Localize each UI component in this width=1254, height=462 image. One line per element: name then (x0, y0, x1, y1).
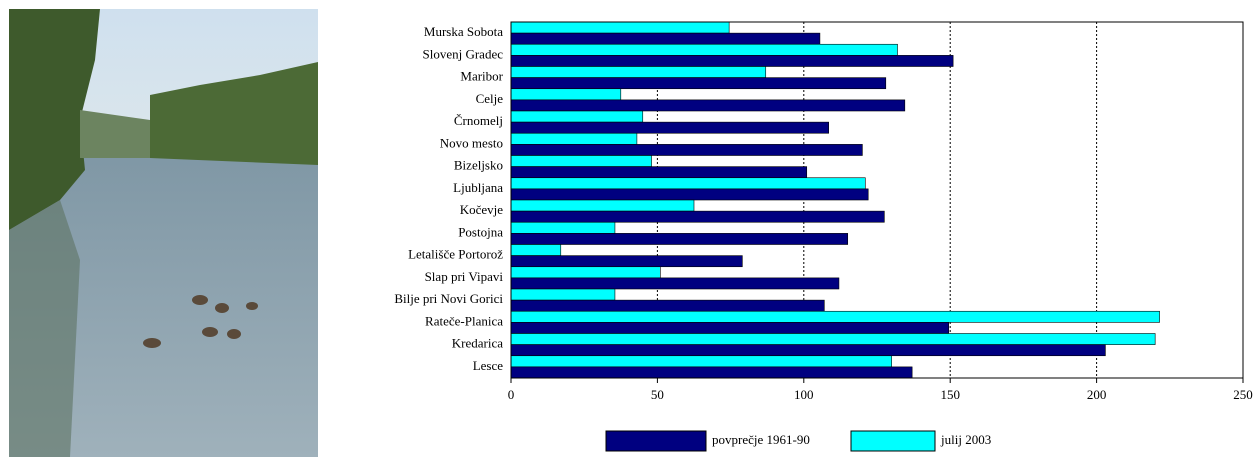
bar (511, 89, 621, 100)
x-tick-label: 200 (1087, 387, 1107, 402)
bar (511, 167, 807, 178)
y-tick-label: Ljubljana (453, 180, 503, 195)
bar (511, 245, 561, 256)
y-tick-label: Postojna (458, 224, 503, 239)
bar (511, 278, 839, 289)
y-tick-label: Slap pri Vipavi (425, 269, 504, 284)
bar (511, 233, 848, 244)
bar (511, 334, 1155, 345)
legend-swatch (606, 431, 706, 451)
y-tick-label: Murska Sobota (424, 24, 503, 39)
bar (511, 367, 912, 378)
bar (511, 200, 694, 211)
figure: 0 50 100 150 200 250 Murska Sobota Slovenj Grad… (0, 0, 1254, 457)
y-tick-label: Lesce (473, 358, 504, 373)
bar (511, 144, 862, 155)
bar (511, 133, 637, 144)
bar (511, 22, 729, 33)
y-tick-label: Bilje pri Novi Gorici (394, 291, 503, 306)
x-tick-label: 50 (651, 387, 664, 402)
bar (511, 256, 742, 267)
bar (511, 300, 824, 311)
bar (511, 189, 868, 200)
bar (511, 222, 615, 233)
bar (511, 345, 1105, 356)
bar (511, 178, 865, 189)
y-tick-label: Kredarica (452, 336, 503, 351)
bar (511, 289, 615, 300)
legend-label: povprečje 1961-90 (712, 432, 810, 447)
page: 0 50 100 150 200 250 Murska Sobota Slovenj Grad… (0, 0, 1254, 457)
bar (511, 356, 892, 367)
y-tick-label: Slovenj Gradec (422, 46, 503, 61)
x-tick-label: 100 (794, 387, 814, 402)
bar (511, 322, 949, 333)
photo (9, 9, 318, 457)
y-tick-label: Kočevje (460, 202, 504, 217)
chart: 0 50 100 150 200 250 Murska Sobota Slovenj Grad… (394, 22, 1252, 451)
y-tick-label: Rateče-Planica (425, 313, 503, 328)
bar (511, 44, 897, 55)
bar (511, 78, 886, 89)
bar (511, 111, 643, 122)
bar (511, 122, 829, 133)
legend-label: julij 2003 (940, 432, 991, 447)
y-tick-label: Bizeljsko (454, 158, 503, 173)
y-tick-label: Črnomelj (454, 113, 503, 128)
y-tick-label: Letališče Portorož (408, 247, 503, 262)
bar (511, 311, 1160, 322)
x-tick-label: 150 (940, 387, 960, 402)
bar (511, 100, 905, 111)
y-tick-label: Novo mesto (440, 135, 503, 150)
x-tick-label: 250 (1233, 387, 1253, 402)
bar (511, 67, 766, 78)
bar (511, 55, 953, 66)
bar (511, 33, 820, 44)
bar (511, 267, 660, 278)
legend-swatch (851, 431, 935, 451)
y-tick-label: Celje (476, 91, 504, 106)
bar (511, 211, 884, 222)
x-tick-label: 0 (508, 387, 515, 402)
y-tick-label: Maribor (460, 69, 503, 84)
bar (511, 156, 652, 167)
